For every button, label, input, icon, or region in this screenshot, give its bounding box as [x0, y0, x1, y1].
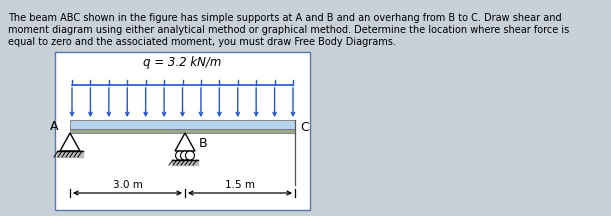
Text: equal to zero and the associated moment, you must draw Free Body Diagrams.: equal to zero and the associated moment,…	[8, 37, 396, 47]
Circle shape	[180, 151, 189, 160]
Circle shape	[175, 151, 185, 160]
Polygon shape	[60, 133, 80, 151]
Text: C: C	[300, 121, 309, 134]
Circle shape	[186, 151, 194, 160]
FancyBboxPatch shape	[55, 52, 310, 210]
Text: A: A	[49, 119, 58, 132]
Bar	[70, 129, 295, 133]
Text: q = 3.2 kN/m: q = 3.2 kN/m	[144, 56, 222, 69]
Bar	[70, 120, 295, 129]
Text: moment diagram using either analytical method or graphical method. Determine the: moment diagram using either analytical m…	[8, 25, 569, 35]
Text: 3.0 m: 3.0 m	[112, 180, 142, 190]
Text: 1.5 m: 1.5 m	[225, 180, 255, 190]
Text: The beam ABC shown in the figure has simple supports at A and B and an overhang : The beam ABC shown in the figure has sim…	[8, 13, 562, 23]
Text: B: B	[199, 137, 208, 150]
Polygon shape	[175, 133, 195, 151]
